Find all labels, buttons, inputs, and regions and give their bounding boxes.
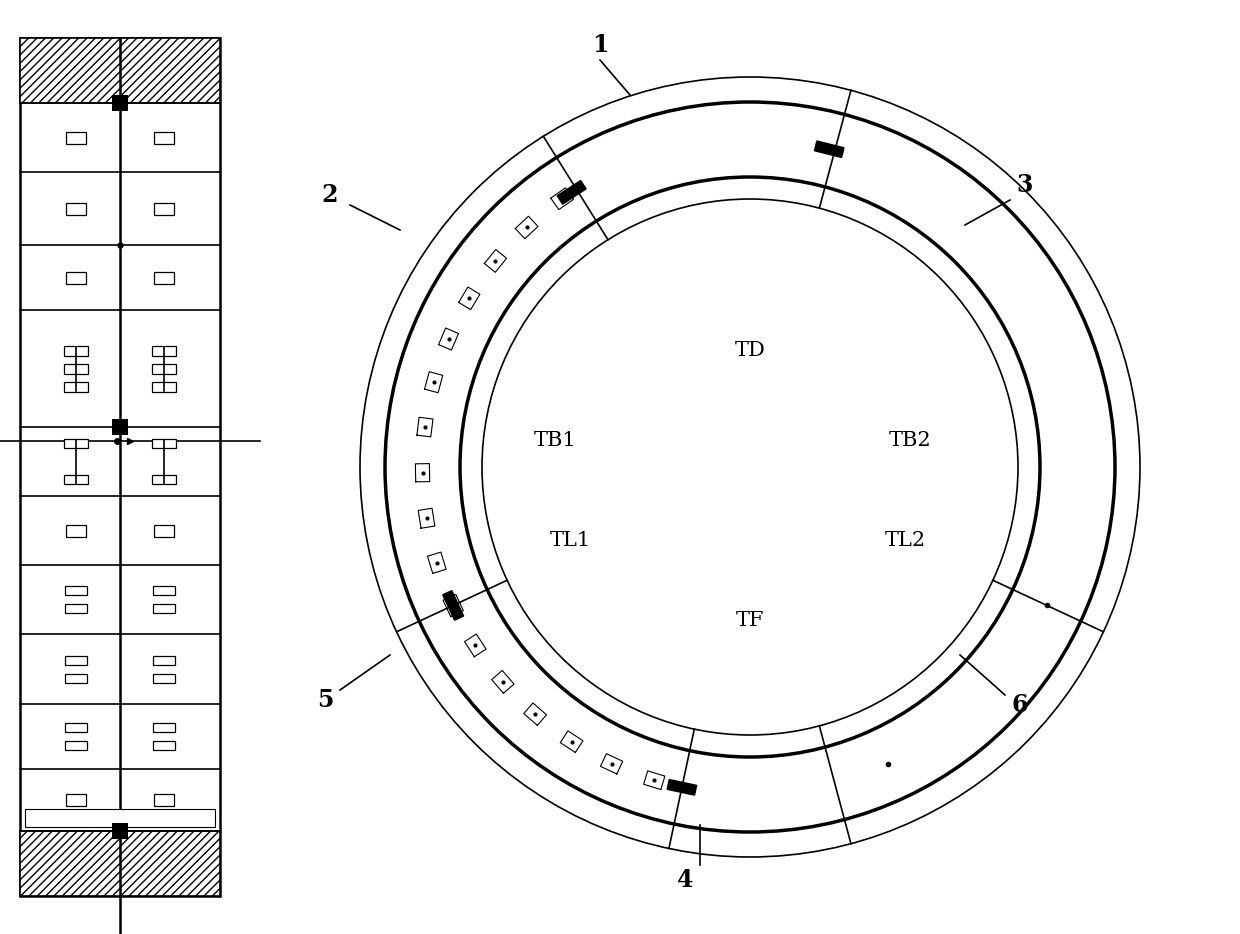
Bar [66,525,86,537]
Bar [66,272,86,284]
Bar [66,132,86,144]
Text: TL2: TL2 [884,531,925,549]
Bar [112,419,128,435]
Text: TL1: TL1 [549,531,590,549]
Bar [64,474,88,485]
Bar [153,364,176,374]
Bar [20,38,219,103]
Text: TB2: TB2 [889,431,931,449]
Bar [66,794,86,806]
Bar [25,809,215,827]
Text: 4: 4 [677,868,693,892]
Bar [154,525,174,537]
Text: 1: 1 [591,33,609,57]
Bar [112,95,128,111]
Bar [64,364,88,374]
Text: TF: TF [735,611,764,630]
Text: 3: 3 [1017,173,1033,197]
Bar [154,272,174,284]
Bar [153,673,175,683]
Bar [112,823,128,839]
Bar [153,346,176,356]
Bar [64,604,87,614]
Text: 5: 5 [316,688,334,712]
Bar [153,474,176,485]
Text: TB1: TB1 [533,431,577,449]
Bar [64,656,87,664]
Text: 2: 2 [321,183,339,207]
Polygon shape [667,780,697,795]
Bar [64,382,88,391]
Bar [64,673,87,683]
Bar [153,723,175,732]
Bar [154,203,174,215]
Bar [64,723,87,732]
Polygon shape [557,180,587,205]
Bar [64,587,87,595]
Bar [153,604,175,614]
Bar [20,38,219,896]
Bar [153,439,176,448]
Bar [154,132,174,144]
Polygon shape [815,141,844,158]
Bar [20,831,219,896]
Bar [66,203,86,215]
Bar [153,741,175,750]
Text: 6: 6 [1012,693,1028,717]
Bar [153,587,175,595]
Bar [153,656,175,664]
Bar [153,382,176,391]
Text: TD: TD [734,341,765,360]
Bar [64,741,87,750]
Polygon shape [443,590,464,620]
Bar [64,439,88,448]
Bar [64,346,88,356]
Bar [154,794,174,806]
